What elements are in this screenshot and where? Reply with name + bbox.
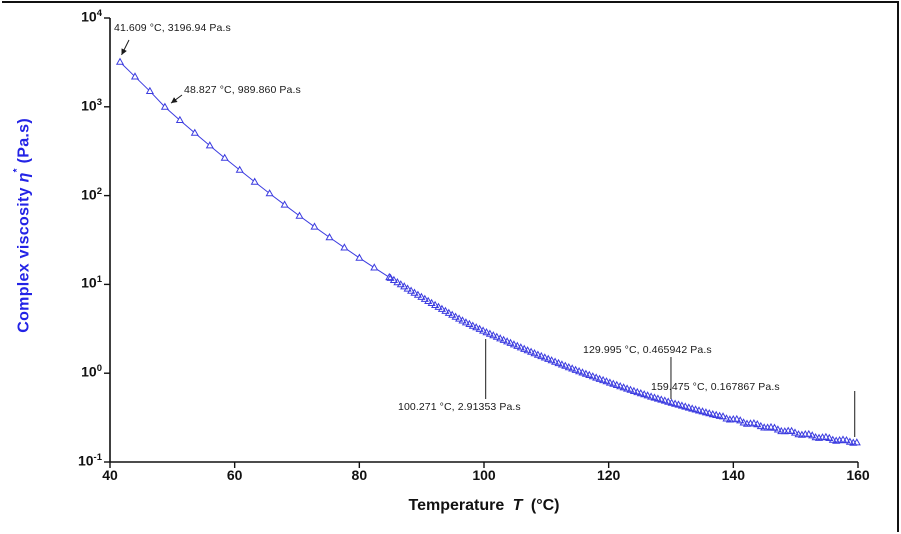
x-axis-label-text: Temperature (408, 497, 509, 514)
data-point-markers (115, 57, 861, 446)
annotation-arrow (121, 39, 130, 56)
eta-star: * (12, 168, 23, 173)
x-tick-label: 80 (351, 467, 368, 483)
y-tick-label: 102 (81, 185, 102, 203)
x-tick-label: 40 (102, 467, 118, 483)
y-tick-label: 10-1 (77, 452, 102, 469)
x-tick-label: 120 (596, 467, 621, 483)
annotation-label: 100.271 °C, 2.91353 Pa.s (398, 401, 521, 413)
y-axis-label-units: (Pa.s) (15, 118, 33, 169)
x-tick-label: 160 (846, 467, 870, 483)
annotation-label: 41.609 °C, 3196.94 Pa.s (114, 22, 231, 34)
x-tick-label: 100 (472, 467, 496, 483)
y-axis-label-text: Complex viscosity (15, 182, 33, 333)
annotation-label: 159.475 °C, 0.167867 Pa.s (651, 381, 780, 393)
data-series (115, 57, 861, 446)
x-tick-label: 60 (226, 467, 243, 483)
y-axis-label: Complex viscosity η* (Pa.s) (12, 118, 33, 333)
y-tick-label: 104 (81, 8, 102, 25)
annotation-label: 129.995 °C, 0.465942 Pa.s (583, 344, 712, 356)
x-axis-label-units: (°C) (526, 497, 560, 514)
y-tick-label: 100 (81, 363, 102, 380)
y-tick-label: 101 (81, 274, 102, 292)
annotation-label: 48.827 °C, 989.860 Pa.s (184, 84, 301, 96)
temperature-symbol: T (512, 497, 523, 514)
x-tick-label: 140 (721, 467, 745, 483)
y-tick-label: 103 (81, 96, 102, 114)
eta-symbol: η (15, 172, 33, 183)
annotation-arrow (170, 94, 183, 104)
x-axis-label: Temperature T (°C) (110, 497, 858, 515)
